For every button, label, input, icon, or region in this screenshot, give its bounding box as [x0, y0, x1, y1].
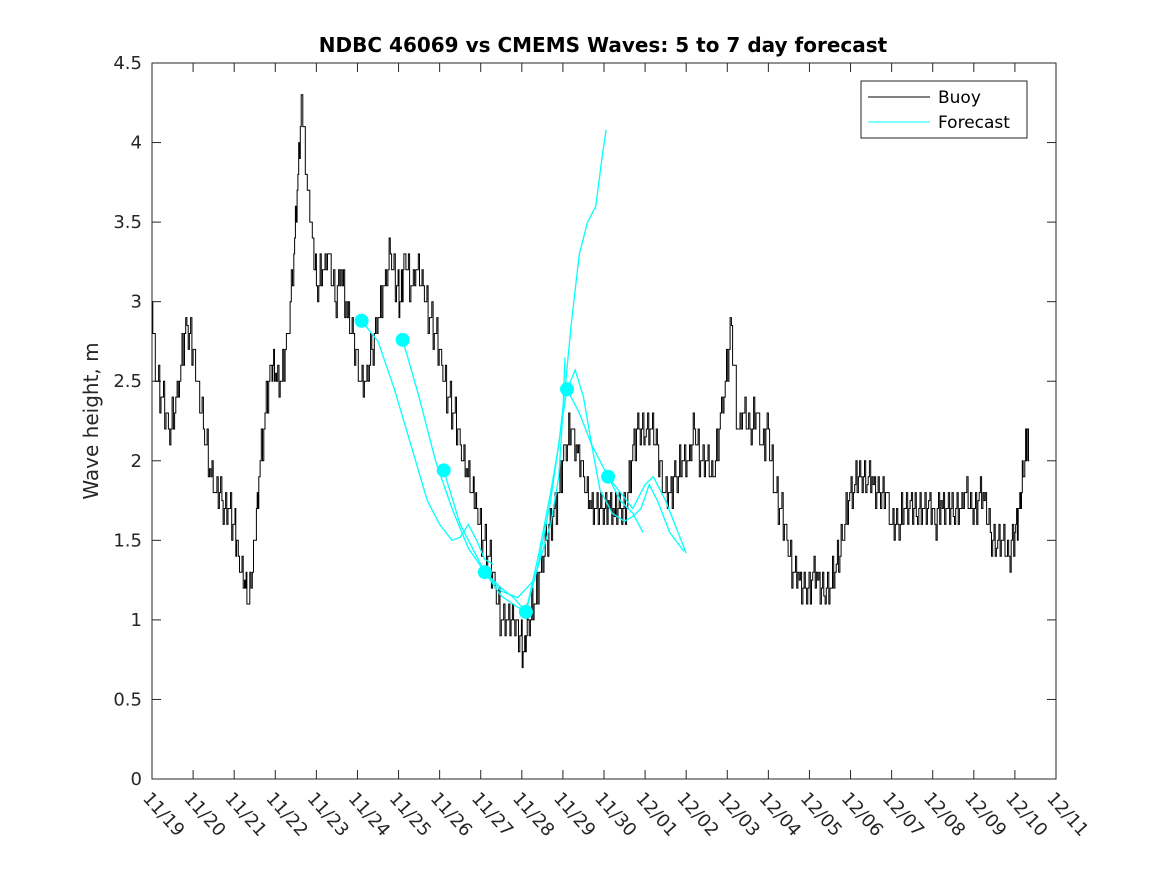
x-tick-label: 12/05 [796, 788, 846, 841]
forecast-start-marker [518, 604, 533, 619]
x-tick-label: 11/19 [138, 788, 188, 841]
plot-lines [152, 94, 1030, 669]
x-tick-label: 11/24 [344, 788, 394, 841]
legend-box [860, 80, 1028, 139]
x-tick-label: 12/06 [837, 788, 887, 841]
x-tick-label: 11/20 [179, 788, 229, 841]
y-tick-label: 2 [131, 451, 142, 472]
plot-area [151, 62, 1057, 780]
forecast-start-marker [560, 382, 575, 397]
x-tick-label: 12/02 [672, 788, 722, 841]
forecast-start-marker [354, 313, 369, 328]
x-tick-label: 12/03 [714, 788, 764, 841]
x-tick-label: 11/29 [549, 788, 599, 841]
legend-label-forecast: Forecast [938, 113, 1010, 133]
forecast-series-line [361, 320, 494, 565]
y-tick-label: 1.5 [113, 530, 142, 551]
y-tick-label: 4.5 [113, 53, 142, 74]
y-tick-label: 3 [131, 292, 142, 313]
y-axis-label: Wave height, m [79, 342, 103, 499]
forecast-series-line [402, 339, 566, 599]
x-tick-label: 12/10 [1001, 788, 1051, 841]
x-tick-label: 12/07 [878, 788, 928, 841]
forecast-markers [354, 313, 616, 619]
y-tick-label: 4 [131, 133, 142, 154]
x-tick-label: 11/30 [590, 788, 640, 841]
forecast-series-line [484, 129, 607, 614]
forecast-start-marker [436, 463, 451, 478]
x-tick-label: 12/04 [755, 788, 805, 841]
x-tick-label: 11/25 [385, 788, 435, 841]
y-tick-label: 2.5 [113, 371, 142, 392]
chart-title: NDBC 46069 vs CMEMS Waves: 5 to 7 day fo… [319, 33, 888, 57]
x-tick-label: 12/11 [1042, 788, 1092, 841]
y-tick-label: 3.5 [113, 212, 142, 233]
forecast-series-line [607, 475, 687, 554]
forecast-start-marker [395, 332, 410, 347]
y-tick-label: 0.5 [113, 689, 142, 710]
x-tick-label: 12/01 [631, 788, 681, 841]
legend: Buoy Forecast [860, 80, 1028, 139]
y-ticks: 0 0.5 1 1.5 2 2.5 3 3.5 4 4.5 [113, 53, 1056, 790]
x-tick-label: 11/27 [467, 788, 517, 841]
x-tick-label: 12/08 [919, 788, 969, 841]
x-tick-label: 11/28 [508, 788, 558, 841]
forecast-start-marker [601, 469, 616, 484]
x-tick-label: 11/22 [262, 788, 312, 841]
y-tick-label: 0 [131, 769, 142, 790]
x-tick-label: 11/26 [426, 788, 476, 841]
y-tick-label: 1 [131, 610, 142, 631]
forecast-series-line [443, 368, 685, 613]
x-tick-label: 11/23 [303, 788, 353, 841]
x-tick-label: 12/09 [960, 788, 1010, 841]
forecast-start-marker [477, 565, 492, 580]
x-tick-label: 11/21 [220, 788, 270, 841]
buoy-series-line [152, 94, 1030, 669]
legend-label-buoy: Buoy [938, 88, 981, 108]
